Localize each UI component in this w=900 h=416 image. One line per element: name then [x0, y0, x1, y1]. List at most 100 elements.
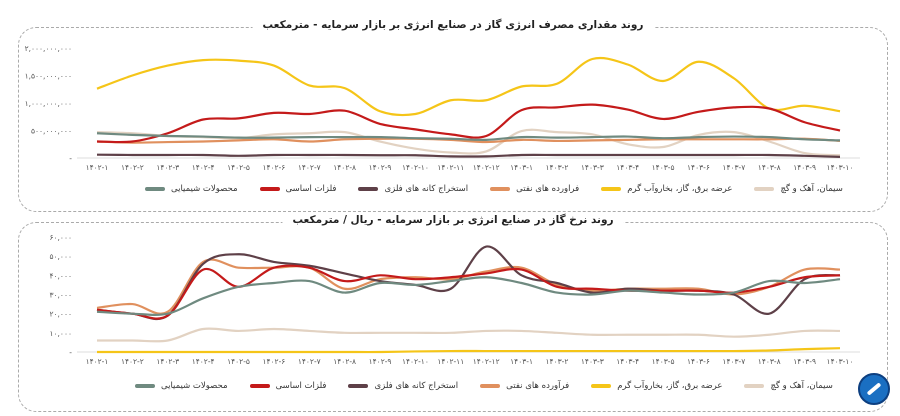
legend-label: عرضه برق، گاز، بخاروآب گرم — [617, 381, 723, 391]
y-tick-label: ۶۰,۰۰۰ — [49, 233, 72, 242]
x-tick-label: ۱۴۰۲-۸ — [333, 357, 356, 366]
x-tick-label: ۱۴۰۲-۱ — [86, 357, 109, 366]
legend-swatch — [591, 384, 612, 388]
legend-swatch — [490, 187, 511, 191]
x-tick-label: ۱۴۰۳-۲ — [546, 357, 569, 366]
x-tick-label: ۱۴۰۲-۳ — [156, 163, 179, 172]
price-chart-card: روند نرخ گاز در صنایع انرژی بر بازار سرم… — [18, 214, 888, 412]
legend-label: فراورده های نفتی — [516, 184, 580, 194]
legend-label: عرضه برق، گاز، بخاروآب گرم — [627, 184, 733, 194]
y-tick-label: ۱,۵۰۰,۰۰۰,۰۰۰ — [25, 72, 72, 81]
company-logo-icon — [858, 373, 890, 405]
chart-title: روند نرخ گاز در صنایع انرژی بر بازار سرم… — [282, 214, 624, 226]
x-tick-label: ۱۴۰۲-۵ — [227, 163, 250, 172]
legend-item-power: عرضه برق، گاز، بخاروآب گرم — [591, 381, 722, 391]
x-tick-label: ۱۴۰۲-۱۱ — [437, 163, 464, 172]
chart-2: - ۱۰,۰۰۰ ۲۰,۰۰۰ ۳۰,۰۰۰ ۴۰,۰۰۰ ۵۰,۰۰۰ ۶۰,۰۰۰ ۱۴۰… — [49, 233, 860, 366]
legend-item-petroleum: فرآورده های نفتی — [480, 381, 569, 391]
x-tick-label: ۱۴۰۳-۴ — [616, 357, 639, 366]
legend-item-basic_metals: فلزات اساسی — [259, 184, 337, 194]
series-line-basic_metals — [96, 264, 841, 320]
x-tick-label: ۱۴۰۲-۹ — [369, 357, 392, 366]
series-line-power — [96, 56, 841, 117]
legend-label: فلزات اساسی — [275, 381, 327, 391]
y-tick-label: ۴۰,۰۰۰ — [49, 271, 72, 280]
series-line-mining — [96, 153, 841, 158]
x-tick-label: ۱۴۰۳-۱ — [510, 357, 533, 366]
x-tick-label: ۱۴۰۲-۷ — [298, 357, 321, 366]
x-tick-label: ۱۴۰۲-۴ — [192, 357, 215, 366]
y-tick-label: - — [69, 348, 72, 357]
series-line-petroleum — [96, 137, 841, 144]
x-tick-label: ۱۴۰۳-۳ — [581, 163, 604, 172]
x-tick-label: ۱۴۰۲-۱۰ — [402, 163, 429, 172]
y-tick-label: ۳۰,۰۰۰ — [49, 291, 72, 300]
legend-label: فرآورده های نفتی — [506, 381, 570, 391]
series-line-chemical — [96, 276, 841, 316]
y-tick-label: ۵۰,۰۰۰ — [49, 252, 72, 261]
legend: سیمان، آهک و گچ عرضه برق، گاز، بخاروآب گر… — [145, 184, 843, 194]
x-tick-label: ۱۴۰۳-۷ — [722, 163, 745, 172]
y-tick-label: ۲۰,۰۰۰ — [49, 310, 72, 319]
legend-item-cement: سیمان، آهک و گچ — [754, 184, 843, 194]
x-tick-label: ۱۴۰۲-۱ — [86, 163, 109, 172]
legend-swatch — [259, 187, 280, 191]
legend-swatch — [135, 384, 155, 388]
x-tick-label: ۱۴۰۲-۱۰ — [402, 357, 429, 366]
x-tick-label: ۱۴۰۳-۶ — [687, 163, 710, 172]
x-tick-label: ۱۴۰۳-۱۰ — [827, 357, 854, 366]
x-tick-label: ۱۴۰۲-۵ — [227, 357, 250, 366]
legend-swatch — [601, 187, 622, 191]
legend: سیمان، آهک و گچ عرضه برق، گاز، بخاروآب گر… — [135, 381, 833, 391]
legend-item-chemical: محصولات شیمیایی — [145, 184, 238, 194]
legend-item-chemical: محصولات شیمیایی — [135, 381, 228, 391]
y-tick-label: ۲,۰۰۰,۰۰۰,۰۰۰ — [25, 44, 72, 53]
legend-label: محصولات شیمیایی — [171, 184, 238, 194]
x-tick-label: ۱۴۰۲-۶ — [262, 163, 285, 172]
x-tick-label: ۱۴۰۳-۸ — [758, 357, 781, 366]
legend-swatch — [145, 187, 165, 191]
legend-item-mining: استخراج کانه های فلزی — [358, 184, 468, 194]
y-tick-label: ۱۰,۰۰۰ — [49, 329, 72, 338]
legend-item-petroleum: فراورده های نفتی — [490, 184, 579, 194]
x-tick-label: ۱۴۰۳-۱۰ — [827, 163, 854, 172]
chart-title: روند مقداری مصرف انرژی گاز در صنایع انرژ… — [252, 19, 654, 31]
x-tick-label: ۱۴۰۳-۴ — [616, 163, 639, 172]
x-tick-label: ۱۴۰۳-۵ — [652, 357, 675, 366]
legend-item-power: عرضه برق، گاز، بخاروآب گرم — [601, 184, 732, 194]
x-tick-label: ۱۴۰۳-۸ — [758, 163, 781, 172]
legend-item-mining: استخراج کانه های فلزی — [348, 381, 458, 391]
x-tick-label: ۱۴۰۳-۱ — [510, 163, 533, 172]
legend-swatch — [480, 384, 501, 388]
x-tick-label: ۱۴۰۳-۹ — [793, 163, 816, 172]
chart-1: - ۵۰۰,۰۰۰,۰۰۰ ۱,۰۰۰,۰۰۰,۰۰۰ ۱,۵۰۰,۰۰۰,۰۰۰ ۲,… — [25, 44, 860, 172]
series-line-power — [96, 347, 841, 354]
legend-swatch — [249, 384, 270, 388]
x-tick-label: ۱۴۰۲-۱۲ — [473, 163, 500, 172]
legend-label: استخراج کانه های فلزی — [374, 381, 459, 391]
x-tick-label: ۱۴۰۲-۷ — [298, 163, 321, 172]
x-tick-label: ۱۴۰۳-۹ — [793, 357, 816, 366]
x-tick-label: ۱۴۰۳-۷ — [722, 357, 745, 366]
x-tick-label: ۱۴۰۳-۶ — [687, 357, 710, 366]
legend-item-basic_metals: فلزات اساسی — [249, 381, 327, 391]
x-tick-label: ۱۴۰۲-۲ — [121, 357, 144, 366]
series-line-cement — [96, 128, 841, 157]
x-tick-label: ۱۴۰۳-۲ — [546, 163, 569, 172]
x-tick-label: ۱۴۰۲-۶ — [262, 357, 285, 366]
legend-swatch — [358, 187, 379, 191]
series-line-cement — [96, 327, 841, 343]
legend-label: فلزات اساسی — [285, 184, 337, 194]
x-tick-label: ۱۴۰۲-۳ — [156, 357, 179, 366]
legend-label: محصولات شیمیایی — [161, 381, 228, 391]
y-tick-label: ۵۰۰,۰۰۰,۰۰۰ — [31, 127, 72, 136]
x-tick-label: ۱۴۰۳-۵ — [652, 163, 675, 172]
legend-swatch — [754, 187, 775, 191]
x-tick-label: ۱۴۰۲-۱۲ — [473, 357, 500, 366]
legend-swatch — [348, 384, 369, 388]
legend-item-cement: سیمان، آهک و گچ — [744, 381, 833, 391]
x-tick-label: ۱۴۰۲-۱۱ — [437, 357, 464, 366]
legend-label: سیمان، آهک و گچ — [770, 381, 833, 391]
legend-label: سیمان، آهک و گچ — [780, 184, 843, 194]
x-tick-label: ۱۴۰۲-۲ — [121, 163, 144, 172]
